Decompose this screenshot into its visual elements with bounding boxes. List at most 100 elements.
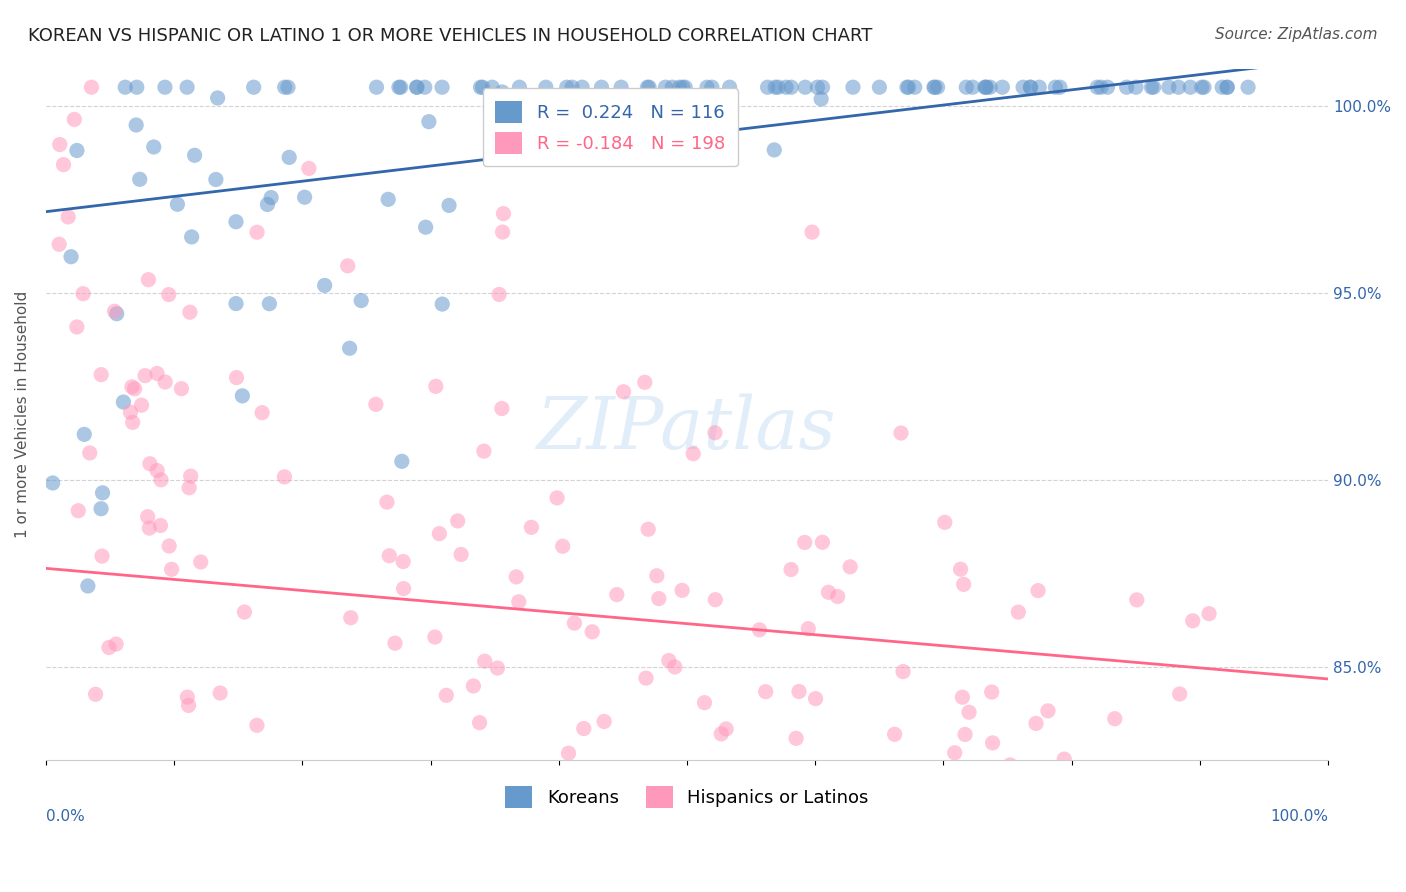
Point: [170, 382, 193, 396]
Point: [336, 259, 359, 273]
Y-axis label: 1 or more Vehicles in Household: 1 or more Vehicles in Household: [15, 291, 30, 538]
Point: [56, 210, 79, 224]
Point: [209, 686, 232, 700]
Point: [430, 80, 453, 95]
Point: [413, 80, 436, 95]
Point: [1014, 802, 1036, 816]
Point: [1208, 802, 1230, 816]
Point: [1206, 802, 1229, 816]
Point: [1147, 802, 1170, 816]
Point: [233, 605, 256, 619]
Point: [810, 92, 832, 106]
Point: [648, 591, 671, 606]
Point: [389, 80, 412, 95]
Point: [314, 278, 336, 293]
Point: [1205, 802, 1227, 816]
Text: Source: ZipAtlas.com: Source: ZipAtlas.com: [1215, 27, 1378, 42]
Point: [962, 80, 984, 95]
Point: [718, 80, 741, 95]
Point: [391, 454, 413, 468]
Point: [1019, 80, 1042, 95]
Point: [520, 520, 543, 534]
Point: [463, 679, 485, 693]
Point: [955, 80, 977, 95]
Point: [672, 80, 695, 95]
Point: [787, 684, 810, 698]
Point: [1049, 80, 1071, 95]
Point: [388, 80, 411, 95]
Point: [481, 80, 503, 95]
Point: [190, 555, 212, 569]
Point: [998, 758, 1021, 772]
Point: [1125, 80, 1147, 95]
Point: [339, 341, 361, 355]
Point: [952, 577, 974, 591]
Point: [1012, 80, 1035, 95]
Point: [250, 406, 273, 420]
Point: [1007, 605, 1029, 619]
Point: [979, 80, 1001, 95]
Point: [1080, 802, 1102, 816]
Point: [434, 688, 457, 702]
Point: [868, 80, 890, 95]
Point: [654, 80, 676, 95]
Point: [91, 485, 114, 500]
Point: [546, 491, 568, 505]
Point: [1140, 80, 1163, 95]
Point: [952, 690, 974, 705]
Point: [418, 114, 440, 128]
Point: [180, 230, 202, 244]
Point: [797, 622, 820, 636]
Point: [1036, 704, 1059, 718]
Point: [661, 80, 683, 95]
Point: [793, 535, 815, 549]
Point: [1018, 802, 1040, 816]
Point: [90, 368, 112, 382]
Point: [785, 731, 807, 746]
Point: [134, 368, 156, 383]
Point: [91, 549, 114, 563]
Point: [150, 473, 173, 487]
Text: 100.0%: 100.0%: [1270, 809, 1329, 824]
Point: [491, 401, 513, 416]
Point: [704, 425, 727, 440]
Point: [242, 80, 264, 95]
Point: [699, 802, 721, 816]
Point: [491, 85, 513, 99]
Point: [180, 469, 202, 483]
Point: [591, 80, 613, 95]
Point: [73, 427, 96, 442]
Point: [1028, 80, 1050, 95]
Point: [837, 802, 859, 816]
Point: [533, 802, 555, 816]
Point: [177, 698, 200, 713]
Point: [415, 220, 437, 235]
Point: [735, 802, 758, 816]
Point: [375, 495, 398, 509]
Point: [427, 526, 450, 541]
Point: [67, 504, 90, 518]
Point: [905, 772, 928, 786]
Point: [153, 80, 176, 95]
Point: [176, 690, 198, 705]
Point: [160, 562, 183, 576]
Point: [378, 549, 401, 563]
Point: [205, 172, 228, 186]
Point: [1142, 80, 1164, 95]
Point: [1211, 80, 1233, 95]
Point: [121, 415, 143, 429]
Point: [1097, 80, 1119, 95]
Point: [704, 592, 727, 607]
Point: [1104, 712, 1126, 726]
Point: [166, 197, 188, 211]
Point: [555, 80, 578, 95]
Point: [136, 509, 159, 524]
Point: [610, 80, 633, 95]
Point: [1167, 80, 1189, 95]
Point: [142, 140, 165, 154]
Point: [561, 80, 583, 95]
Point: [818, 802, 841, 816]
Text: 0.0%: 0.0%: [46, 809, 84, 824]
Point: [1004, 802, 1026, 816]
Point: [763, 143, 786, 157]
